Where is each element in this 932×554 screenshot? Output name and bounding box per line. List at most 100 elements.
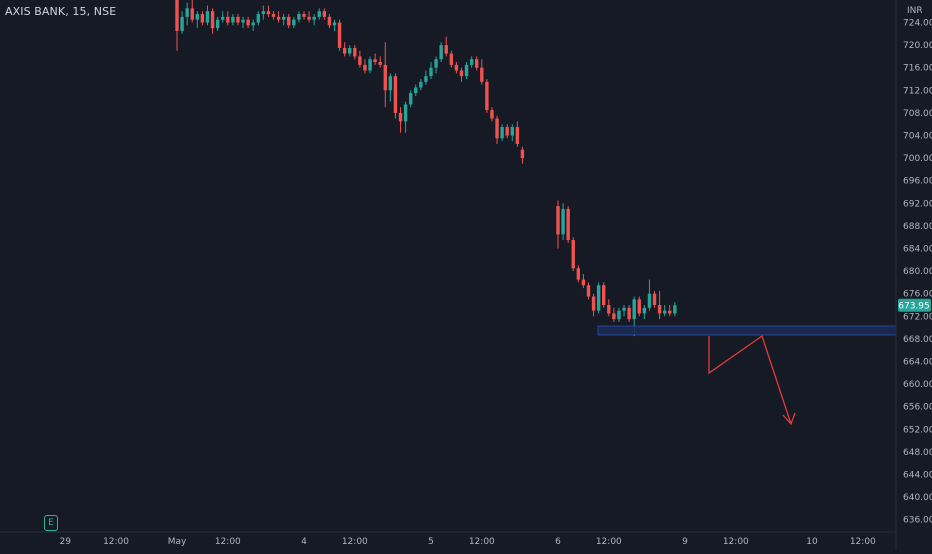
price-tick-label: 700.00 [903, 154, 932, 164]
candle [190, 0, 194, 23]
candle-body [342, 47, 347, 54]
candle-body [195, 14, 200, 20]
candle-body [251, 22, 255, 26]
candle-body [602, 285, 606, 305]
candle-body [414, 87, 418, 94]
candle-body [444, 45, 448, 54]
candle [449, 50, 454, 68]
price-tick-label: 636.00 [903, 516, 932, 526]
candle-body [627, 307, 631, 320]
candle [510, 124, 514, 142]
candle-body [647, 293, 652, 308]
candle-body [271, 14, 276, 17]
candle [673, 302, 677, 317]
time-tick-label: 10 [806, 537, 818, 547]
candle-body [363, 64, 367, 71]
candle [398, 107, 403, 133]
candle-body [403, 104, 408, 122]
candle-body [210, 11, 215, 29]
candle [221, 11, 225, 23]
candle-body [408, 93, 413, 105]
candle-body [485, 81, 489, 111]
candle-body [464, 64, 469, 77]
candle [505, 124, 509, 139]
candle-body [358, 56, 362, 65]
time-tick-label: 12:00 [342, 537, 368, 547]
price-tick-label: 668.00 [903, 335, 932, 345]
price-tick-label: 716.00 [903, 64, 932, 74]
candle [576, 265, 581, 283]
bearish-projection-path[interactable] [708, 334, 792, 425]
candle [261, 5, 266, 20]
candle [332, 19, 337, 31]
candle [337, 19, 342, 51]
candle-body [419, 81, 423, 88]
candle [490, 107, 494, 122]
candle-body [652, 293, 657, 305]
candle [388, 73, 393, 102]
price-tick-label: 664.00 [903, 358, 932, 368]
support-zone-rectangle[interactable] [597, 325, 897, 336]
candle-body [566, 208, 570, 241]
candle-body [383, 64, 387, 91]
candle [495, 115, 499, 144]
candle-body [657, 305, 662, 314]
price-tick-label: 696.00 [903, 177, 932, 187]
candle [363, 59, 367, 74]
price-tick-label: 644.00 [903, 471, 932, 481]
time-tick-label: 12:00 [103, 537, 129, 547]
price-tick-label: 648.00 [903, 448, 932, 458]
price-tick-label: 712.00 [903, 86, 932, 96]
candle [500, 124, 504, 142]
candle-body [454, 64, 459, 71]
candle-body [576, 268, 581, 280]
candle [195, 11, 200, 29]
candle [302, 11, 306, 20]
candle [327, 14, 332, 29]
candle [657, 290, 662, 320]
time-axis-ticks: 29 12:00 May 12:00 4 12:00 5 12:00 6 12:00 9 12:00 1… [60, 537, 877, 547]
candle-body [348, 47, 352, 54]
candle [414, 84, 418, 96]
candle [556, 200, 560, 249]
candle [429, 62, 433, 79]
price-axis-ticks: 724.00 720.00 716.00 712.00 708.00 704.00 700.… [903, 19, 932, 526]
drawings-layer[interactable] [597, 325, 897, 426]
candle-body [332, 22, 337, 26]
candle [612, 307, 616, 322]
time-tick-label: 12:00 [723, 537, 749, 547]
time-axis[interactable]: 29 12:00 May 12:00 4 12:00 5 12:00 6 12:00 9 12:00 1… [0, 531, 896, 547]
price-axis[interactable]: INR 724.00 720.00 716.00 712.00 708.00 704.00… [895, 0, 932, 550]
candle [652, 290, 657, 308]
candle [322, 8, 327, 20]
candle-body [480, 67, 484, 82]
candle [637, 296, 641, 317]
time-tick-label: 29 [60, 537, 72, 547]
candle [200, 11, 205, 26]
symbol-title[interactable]: AXIS BANK, 15, NSE [5, 5, 117, 18]
candle-body [353, 47, 357, 57]
candle-body [215, 19, 220, 29]
candle-body [490, 110, 494, 119]
candle-body [393, 76, 398, 113]
price-tick-label: 692.00 [903, 199, 932, 209]
candle-body [266, 11, 271, 15]
candle [662, 305, 667, 317]
candle [292, 16, 296, 29]
time-tick-label: 4 [301, 537, 307, 547]
candle-body [205, 11, 210, 23]
candle [287, 14, 291, 29]
candle-body [200, 14, 205, 23]
candle [607, 299, 611, 317]
candle-body [632, 299, 636, 320]
time-tick-label: 12:00 [850, 537, 876, 547]
candle-body [221, 16, 225, 20]
candle-body [500, 127, 504, 139]
price-tick-label: 684.00 [903, 245, 932, 255]
price-tick-label: 656.00 [903, 403, 932, 413]
time-tick-label: 12:00 [215, 537, 241, 547]
candle [596, 282, 601, 314]
earnings-badge-icon[interactable]: E [44, 515, 58, 531]
